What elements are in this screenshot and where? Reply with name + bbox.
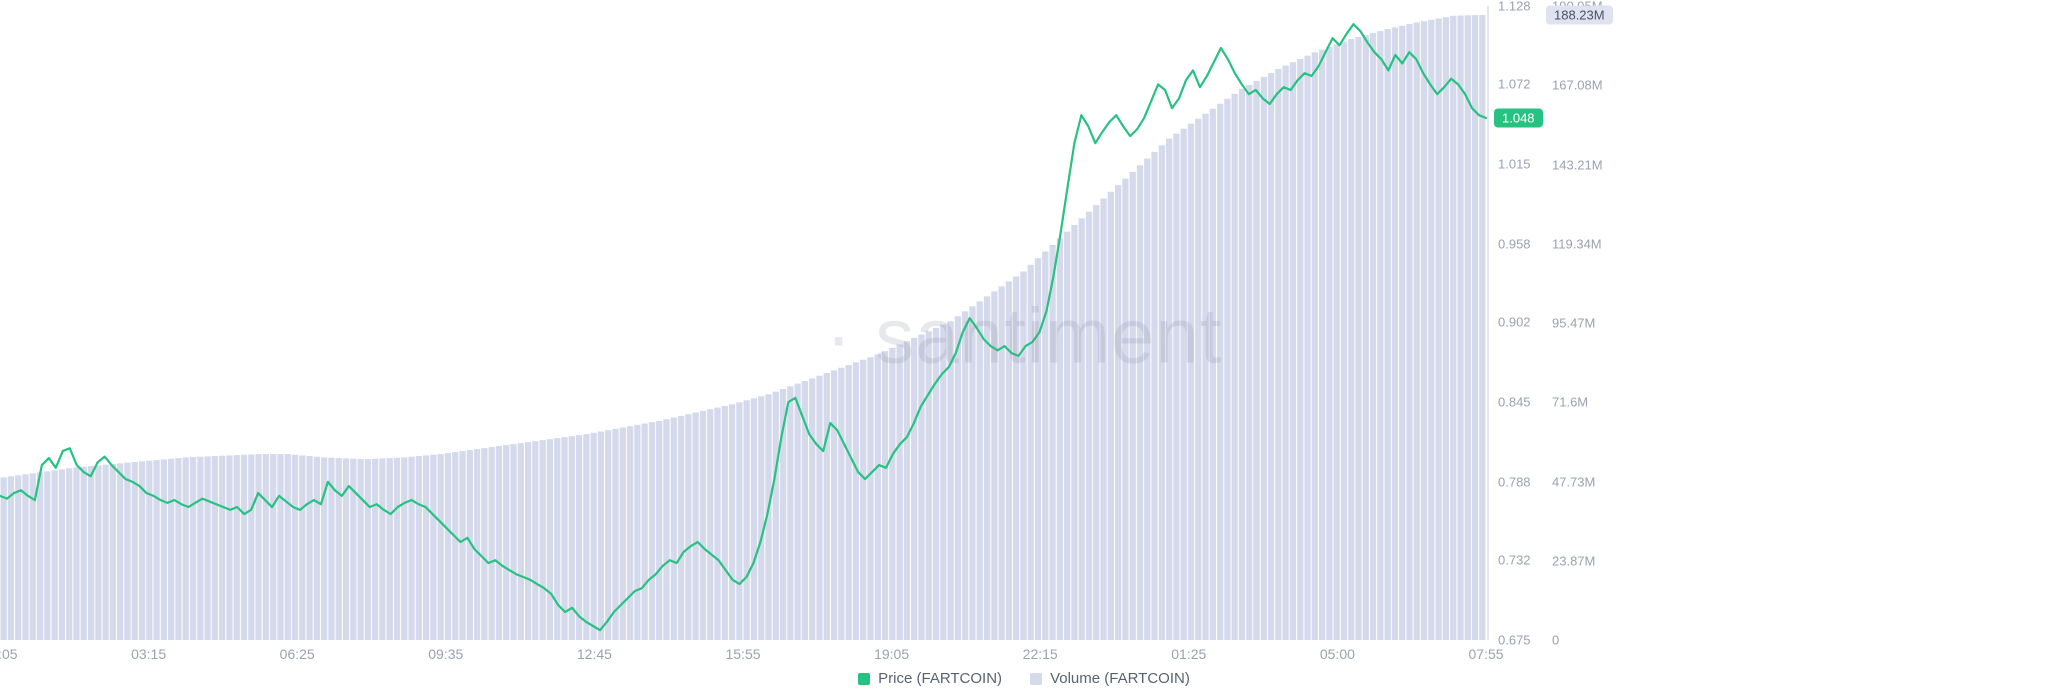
legend-swatch-price bbox=[858, 673, 870, 685]
y-axis-volume-tick: 0 bbox=[1552, 633, 1559, 648]
x-axis-tick: 05:00 bbox=[1320, 646, 1355, 662]
legend-label-volume: Volume (FARTCOIN) bbox=[1050, 670, 1190, 687]
y-axis-price-tick: 0.958 bbox=[1498, 236, 1531, 251]
y-axis-price-tick: 0.788 bbox=[1498, 474, 1531, 489]
y-axis-volume-tick: 95.47M bbox=[1552, 316, 1595, 331]
x-axis-tick: 00:05 bbox=[0, 646, 18, 662]
x-axis-tick: 06:25 bbox=[280, 646, 315, 662]
x-axis-tick: 22:15 bbox=[1023, 646, 1058, 662]
legend-item-price: Price (FARTCOIN) bbox=[858, 670, 1002, 687]
y-axis-price-tick: 1.015 bbox=[1498, 157, 1531, 172]
legend-label-price: Price (FARTCOIN) bbox=[878, 670, 1002, 687]
y-axis-price-tick: 0.902 bbox=[1498, 315, 1531, 330]
x-axis-tick: 01:25 bbox=[1171, 646, 1206, 662]
y-axis-volume-tick: 23.87M bbox=[1552, 553, 1595, 568]
x-axis-tick: 15:55 bbox=[725, 646, 760, 662]
legend-item-volume: Volume (FARTCOIN) bbox=[1030, 670, 1190, 687]
y-axis-volume-tick: 71.6M bbox=[1552, 395, 1588, 410]
price-volume-chart[interactable]: { "chart": { "type": "line-with-volume-b… bbox=[0, 0, 2048, 693]
y-axis-volume-tick: 167.08M bbox=[1552, 78, 1603, 93]
x-axis-tick: 12:45 bbox=[577, 646, 612, 662]
y-axis-volume-tick: 143.21M bbox=[1552, 157, 1603, 172]
x-axis-tick: 09:35 bbox=[428, 646, 463, 662]
y-axis-price-tick: 0.845 bbox=[1498, 395, 1531, 410]
y-axis-price-tick: 0.675 bbox=[1498, 633, 1531, 648]
y-axis-volume-tick: 47.73M bbox=[1552, 474, 1595, 489]
price-current-badge: 1.048 bbox=[1494, 108, 1543, 127]
y-axis-price-tick: 0.732 bbox=[1498, 553, 1531, 568]
y-axis-price-tick: 1.128 bbox=[1498, 0, 1531, 14]
volume-current-badge: 188.23M bbox=[1546, 6, 1613, 25]
y-axis-price-tick: 1.072 bbox=[1498, 77, 1531, 92]
x-axis-tick: 19:05 bbox=[874, 646, 909, 662]
x-axis-tick: 07:55 bbox=[1468, 646, 1503, 662]
chart-svg bbox=[0, 0, 2048, 693]
y-axis-volume-tick: 119.34M bbox=[1552, 236, 1602, 251]
x-axis-tick: 03:15 bbox=[131, 646, 166, 662]
legend-swatch-volume bbox=[1030, 673, 1042, 685]
volume-bars bbox=[1, 15, 1486, 640]
chart-legend: Price (FARTCOIN) Volume (FARTCOIN) bbox=[0, 670, 2048, 687]
